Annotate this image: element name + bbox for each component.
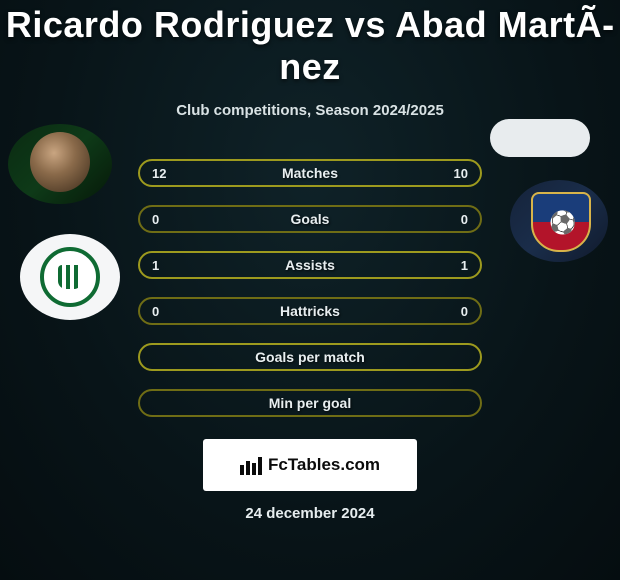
fctables-label: FcTables.com	[268, 455, 380, 475]
stat-row-assists: 1 Assists 1	[138, 251, 482, 279]
betis-crest-icon	[40, 247, 100, 307]
stat-row-min-per-goal: Min per goal	[138, 389, 482, 417]
page-title: Ricardo Rodriguez vs Abad MartÃ­nez	[0, 0, 620, 88]
stat-left-value: 0	[152, 212, 176, 227]
stat-row-matches: 12 Matches 10	[138, 159, 482, 187]
comparison-card: Ricardo Rodriguez vs Abad MartÃ­nez Club…	[0, 0, 620, 580]
stat-label: Goals	[291, 211, 330, 227]
club2-crest	[510, 180, 608, 262]
stat-left-value: 0	[152, 304, 176, 319]
stat-row-hattricks: 0 Hattricks 0	[138, 297, 482, 325]
stat-row-goals-per-match: Goals per match	[138, 343, 482, 371]
stat-left-value: 12	[152, 166, 176, 181]
stat-label: Goals per match	[255, 349, 365, 365]
comparison-date: 24 december 2024	[0, 505, 620, 522]
club1-crest	[20, 234, 120, 320]
stat-right-value: 0	[444, 212, 468, 227]
stat-label: Min per goal	[269, 395, 351, 411]
huesca-crest-icon	[527, 186, 591, 256]
player2-avatar	[490, 119, 590, 157]
stat-right-value: 1	[444, 258, 468, 273]
stat-row-goals: 0 Goals 0	[138, 205, 482, 233]
bar-chart-icon	[240, 455, 262, 475]
season-subtitle: Club competitions, Season 2024/2025	[0, 102, 620, 119]
stat-left-value: 1	[152, 258, 176, 273]
stat-right-value: 0	[444, 304, 468, 319]
stat-label: Matches	[282, 165, 338, 181]
stat-label: Assists	[285, 257, 335, 273]
stat-right-value: 10	[444, 166, 468, 181]
stat-label: Hattricks	[280, 303, 340, 319]
fctables-badge[interactable]: FcTables.com	[203, 439, 417, 491]
player1-avatar	[8, 124, 112, 204]
